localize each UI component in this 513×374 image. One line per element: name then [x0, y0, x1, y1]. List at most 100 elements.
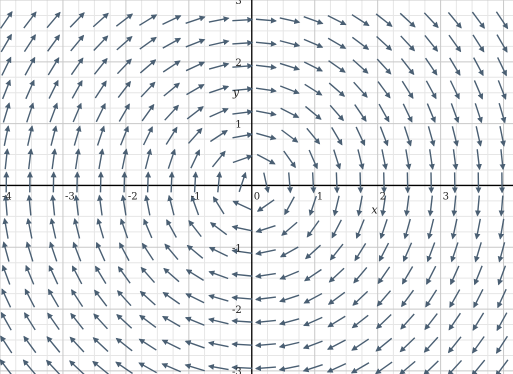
field-arrow	[254, 365, 276, 372]
field-arrow	[2, 241, 10, 262]
field-arrow	[95, 102, 106, 123]
field-arrow	[255, 40, 277, 47]
field-arrow	[140, 81, 156, 98]
field-arrow	[473, 289, 484, 309]
field-arrow	[232, 39, 254, 46]
field-arrow	[450, 242, 459, 263]
field-arrow	[403, 218, 411, 240]
field-arrow	[23, 335, 37, 354]
field-arrow	[332, 195, 340, 217]
field-arrow	[209, 85, 230, 94]
field-arrow	[424, 57, 438, 76]
field-arrow	[212, 196, 225, 215]
field-arrow	[497, 288, 507, 309]
field-arrow	[70, 312, 84, 330]
field-arrow	[23, 11, 37, 29]
field-arrow	[279, 17, 301, 25]
field-arrow	[161, 363, 181, 373]
field-arrow	[308, 195, 317, 216]
field-arrow	[353, 81, 368, 98]
field-arrow	[46, 336, 61, 353]
field-arrow	[93, 57, 108, 75]
field-arrow	[402, 242, 413, 262]
field-arrow	[351, 314, 369, 329]
field-arrow	[327, 37, 347, 49]
field-arrow	[115, 337, 133, 352]
field-arrow	[2, 217, 9, 239]
x-tick-label: 2	[380, 191, 386, 202]
field-arrow	[208, 62, 230, 70]
field-arrow	[303, 38, 324, 48]
field-arrow	[278, 365, 300, 372]
y-axis-label: y	[232, 86, 240, 99]
field-arrow	[399, 12, 416, 28]
field-arrow	[94, 289, 108, 307]
field-arrow	[185, 269, 204, 281]
field-arrow	[1, 56, 12, 76]
field-arrow	[256, 153, 276, 165]
field-arrow	[72, 102, 82, 123]
field-arrow	[72, 218, 81, 239]
field-arrow	[115, 13, 134, 27]
field-arrow	[47, 288, 60, 308]
field-arrow	[168, 171, 175, 193]
field-arrow	[379, 126, 389, 147]
field-arrow	[26, 194, 33, 216]
field-arrow	[209, 108, 229, 118]
tick-labels: -4 -3 -2 -1 0 1 2 3 3 2 1 -1 -2 -3	[2, 0, 449, 374]
field-arrow	[351, 338, 370, 351]
field-arrow	[163, 82, 181, 97]
field-arrow	[164, 104, 179, 121]
field-arrow	[473, 57, 484, 77]
field-arrow	[166, 219, 177, 238]
field-arrow	[139, 14, 158, 26]
field-arrow	[121, 148, 129, 170]
field-arrow	[22, 359, 36, 374]
field-arrow	[1, 79, 11, 100]
field-arrow	[96, 125, 106, 146]
field-arrow	[286, 172, 293, 194]
field-arrow	[375, 13, 393, 27]
field-arrow	[27, 125, 34, 146]
field-arrow	[231, 271, 253, 278]
field-arrow	[428, 149, 435, 171]
field-arrow	[3, 148, 10, 170]
field-arrow	[426, 103, 436, 123]
field-arrow	[45, 359, 61, 374]
field-arrow	[283, 150, 296, 169]
field-arrow	[399, 337, 416, 353]
field-arrow	[209, 222, 228, 236]
field-arrow	[74, 148, 81, 170]
field-arrow	[95, 241, 106, 262]
field-arrow	[354, 243, 367, 262]
field-arrow	[354, 104, 367, 122]
y-tick-label: 2	[235, 58, 241, 69]
field-arrow	[278, 318, 300, 326]
field-arrow	[238, 171, 247, 193]
field-arrow	[377, 81, 391, 99]
field-arrow	[425, 289, 438, 308]
field-arrow	[471, 11, 485, 29]
field-arrow	[304, 244, 322, 260]
field-arrow	[25, 241, 34, 262]
field-arrow	[255, 87, 277, 94]
field-arrow	[184, 363, 205, 372]
field-arrow	[426, 265, 437, 285]
field-arrow	[403, 195, 410, 217]
field-arrow	[208, 317, 229, 325]
field-arrow	[0, 33, 12, 53]
field-arrow	[401, 80, 414, 99]
field-arrow	[186, 84, 205, 96]
field-arrow	[449, 80, 460, 100]
x-tick-label: -2	[128, 191, 138, 202]
field-arrow	[279, 40, 301, 48]
field-arrow	[116, 290, 132, 307]
field-arrow	[73, 194, 80, 216]
y-tick-label: 3	[235, 0, 241, 7]
field-arrow	[352, 290, 369, 306]
field-arrow	[279, 246, 299, 258]
field-arrow	[48, 79, 59, 99]
field-arrow	[117, 80, 131, 99]
field-arrow	[232, 109, 254, 116]
field-arrow	[302, 340, 323, 350]
